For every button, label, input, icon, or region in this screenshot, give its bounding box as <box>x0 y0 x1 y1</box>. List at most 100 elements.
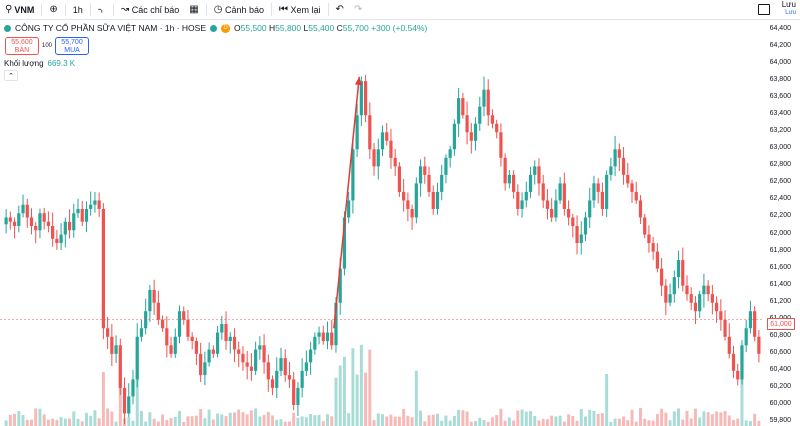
fullscreen-icon[interactable] <box>758 4 770 15</box>
close-label: C <box>336 23 343 33</box>
volume-bar <box>55 419 59 426</box>
buy-price: 55,700 <box>61 39 83 46</box>
price-axis-label: 60,000 <box>769 399 791 407</box>
volume-bar <box>693 408 697 426</box>
volume-bar <box>359 344 363 426</box>
volume-bar <box>638 408 642 426</box>
volume-bar <box>4 420 8 426</box>
candle-body <box>473 123 478 141</box>
dividend-badge: D <box>221 23 230 33</box>
alert-label: Cảnh báo <box>224 4 265 15</box>
save-button[interactable]: Lưu Lưu <box>782 1 796 17</box>
price-axis-label: 61,200 <box>769 297 791 305</box>
symbol-title[interactable]: CÔNG TY CỔ PHẦN SỮA VIỆT NAM · 1h · HOSE <box>15 23 206 33</box>
candle-body <box>342 217 347 269</box>
trend-arrow-head <box>354 76 362 86</box>
alarm-clock-icon: ◷ <box>213 3 223 15</box>
indicators-button[interactable]: ↝ Các chỉ báo <box>116 0 184 19</box>
candle-body <box>131 379 135 397</box>
volume-bar <box>490 417 494 426</box>
volume-bar <box>224 416 228 426</box>
candle-body <box>334 302 338 346</box>
volume-bar <box>34 408 38 426</box>
volume-bar <box>706 412 710 426</box>
candle-body <box>714 302 719 312</box>
volume-bar <box>414 370 418 426</box>
volume-bar <box>190 416 194 426</box>
volume-legend: Khối lượng 669.3 K <box>4 59 75 68</box>
symbol-search[interactable]: ⚲ VNM <box>0 0 39 19</box>
candle-body <box>685 285 689 295</box>
candle-body <box>537 166 541 184</box>
volume-bar <box>499 408 503 426</box>
buy-label: MUA <box>64 47 80 54</box>
candle-body <box>347 200 351 218</box>
candle-body <box>275 370 279 388</box>
collapse-legend-button[interactable]: ⌃ <box>4 70 18 81</box>
volume-bar <box>351 348 355 426</box>
templates-button[interactable]: ▦ <box>184 0 203 19</box>
volume-bar <box>8 414 12 426</box>
save-label: Lưu <box>781 0 796 9</box>
candle-body <box>541 183 545 201</box>
volume-bar <box>309 414 313 426</box>
candle-body <box>676 260 681 278</box>
candle-body <box>435 191 440 209</box>
sell-button[interactable]: 55,600 BÁN <box>5 37 39 55</box>
volume-bar <box>452 415 456 426</box>
undo-button[interactable]: ↶ <box>331 0 349 19</box>
candle-body <box>710 294 714 303</box>
candle-body <box>368 115 372 150</box>
volume-bar <box>17 411 21 426</box>
volume-bar <box>207 409 211 426</box>
volume-bar <box>562 421 566 426</box>
candle-body <box>237 349 241 354</box>
candle-body <box>156 302 160 320</box>
candle-body <box>583 217 588 235</box>
interval-button[interactable]: 1h <box>68 0 88 19</box>
volume-bar <box>165 419 169 426</box>
alert-button[interactable]: ◷ Cảnh báo <box>209 0 269 19</box>
candle-body <box>106 328 110 337</box>
volume-bar <box>169 418 173 426</box>
chart-type-button[interactable]: ⌍ <box>93 0 111 19</box>
volume-bar <box>397 416 401 426</box>
compare-button[interactable]: ⊕ <box>44 0 62 19</box>
candle-body <box>410 208 414 218</box>
volume-bar <box>448 420 452 426</box>
volume-bar <box>512 420 516 426</box>
volume-bar <box>575 420 579 426</box>
divider <box>41 3 43 16</box>
price-chart[interactable] <box>0 20 800 426</box>
candle-body <box>270 379 275 388</box>
volume-bar <box>321 421 325 426</box>
indicators-icon: ↝ <box>120 3 130 15</box>
volume-bar <box>271 415 275 426</box>
volume-bar <box>681 419 685 426</box>
volume-bar <box>118 367 122 426</box>
volume-bar <box>685 410 689 426</box>
volume-bar <box>76 418 80 426</box>
volume-bar <box>220 414 224 426</box>
volume-bar <box>529 411 532 426</box>
candle-body <box>266 362 270 380</box>
trend-arrow-line[interactable] <box>333 76 360 329</box>
candle-body <box>12 221 17 226</box>
undo-icon: ↶ <box>335 3 344 15</box>
candle-body <box>351 149 355 201</box>
candle-body <box>550 208 554 218</box>
open-label: O <box>234 23 241 33</box>
volume-bar <box>660 408 664 426</box>
redo-button[interactable]: ↷ <box>349 0 367 19</box>
volume-bar <box>249 410 253 426</box>
price-axis-label: 64,000 <box>769 59 791 67</box>
volume-bar <box>342 356 346 426</box>
volume-bar <box>101 372 105 426</box>
buy-button[interactable]: 55,700 MUA <box>55 37 90 55</box>
replay-button[interactable]: ⏮ Xem lại <box>274 0 326 19</box>
candle-body <box>706 285 710 295</box>
volume-bar <box>643 418 647 426</box>
volume-bar <box>296 417 300 426</box>
candle-body <box>194 341 199 354</box>
indicators-label: Các chỉ báo <box>131 4 180 15</box>
